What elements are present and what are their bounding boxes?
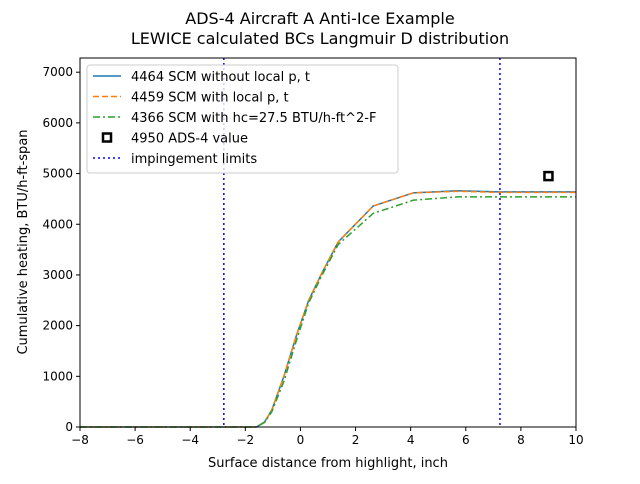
legend: 4464 SCM without local p, t 4459 SCM with…	[86, 64, 399, 174]
x-tick-label: −4	[181, 433, 199, 447]
y-tick-label: 6000	[42, 116, 73, 130]
legend-swatch-3	[101, 132, 113, 143]
x-tick-label: −2	[236, 433, 254, 447]
chart-title: ADS-4 Aircraft A Anti-Ice Example	[185, 9, 454, 28]
x-tick-label: 2	[352, 433, 360, 447]
series-line-0	[80, 190, 576, 428]
legend-label-0: 4464 SCM without local p, t	[131, 70, 310, 85]
legend-label-4: impingement limits	[131, 152, 257, 167]
x-tick-label: 0	[297, 433, 305, 447]
x-tick-label: 10	[568, 433, 583, 447]
x-tick-label: 4	[407, 433, 415, 447]
y-tick-label: 5000	[42, 167, 73, 181]
legend-label-1: 4459 SCM with local p, t	[131, 91, 289, 106]
y-tick-label: 1000	[42, 369, 73, 383]
series-line-2	[80, 196, 576, 428]
y-tick-label: 7000	[42, 65, 73, 79]
ads4-value-marker	[543, 170, 554, 182]
axes-frame	[79, 57, 577, 428]
series-line-1	[80, 190, 576, 428]
legend-box	[86, 64, 399, 174]
y-tick-label: 2000	[42, 319, 73, 333]
y-axis-label: Cumulative heating, BTU/h-ft-span	[16, 129, 31, 354]
y-tick-label: 4000	[42, 217, 73, 231]
legend-label-3: 4950 ADS-4 value	[131, 132, 248, 147]
x-tick-label: 6	[462, 433, 470, 447]
x-tick-label: 8	[517, 433, 525, 447]
x-tick-label: −6	[126, 433, 144, 447]
y-tick-label: 0	[65, 420, 73, 434]
x-tick-label: −8	[71, 433, 89, 447]
chart-subtitle: LEWICE calculated BCs Langmuir D distrib…	[131, 29, 509, 48]
legend-label-2: 4366 SCM with hc=27.5 BTU/h-ft^2-F	[131, 111, 376, 126]
y-tick-label: 3000	[42, 268, 73, 282]
x-axis-label: Surface distance from highlight, inch	[208, 456, 448, 471]
